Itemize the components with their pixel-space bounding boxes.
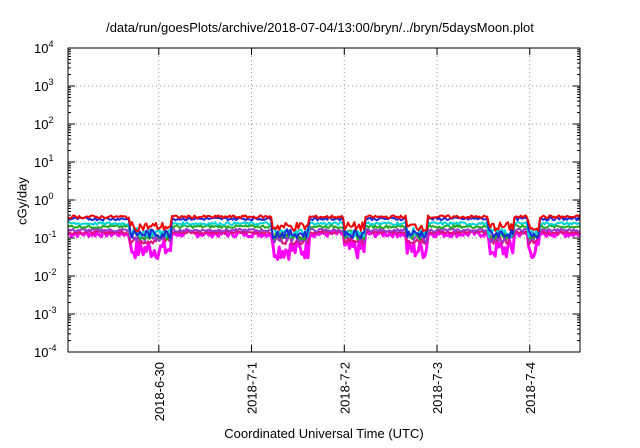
x-tick-label: 2018-6-30 (152, 362, 167, 421)
y-tick-label: 104 (34, 39, 53, 56)
y-tick-label: 102 (34, 115, 53, 132)
series-line (67, 214, 581, 233)
y-tick-label: 103 (34, 77, 53, 94)
y-tick-label: 101 (34, 153, 53, 170)
plot-frame (67, 47, 581, 353)
x-tick-label: 2018-7-4 (523, 362, 538, 414)
y-tick-label: 10-2 (34, 267, 56, 284)
y-tick-label: 10-4 (34, 343, 56, 360)
x-tick-label: 2018-7-3 (430, 362, 445, 414)
x-tick-label: 2018-7-1 (245, 362, 260, 414)
y-tick-label: 100 (34, 191, 53, 208)
y-tick-label: 10-3 (34, 305, 56, 322)
x-tick-label: 2018-7-2 (337, 362, 352, 414)
chart-title: /data/run/goesPlots/archive/2018-07-04/1… (106, 20, 534, 35)
series-line (67, 216, 581, 240)
x-axis-label: Coordinated Universal Time (UTC) (224, 426, 424, 441)
y-tick-label: 10-1 (34, 229, 56, 246)
